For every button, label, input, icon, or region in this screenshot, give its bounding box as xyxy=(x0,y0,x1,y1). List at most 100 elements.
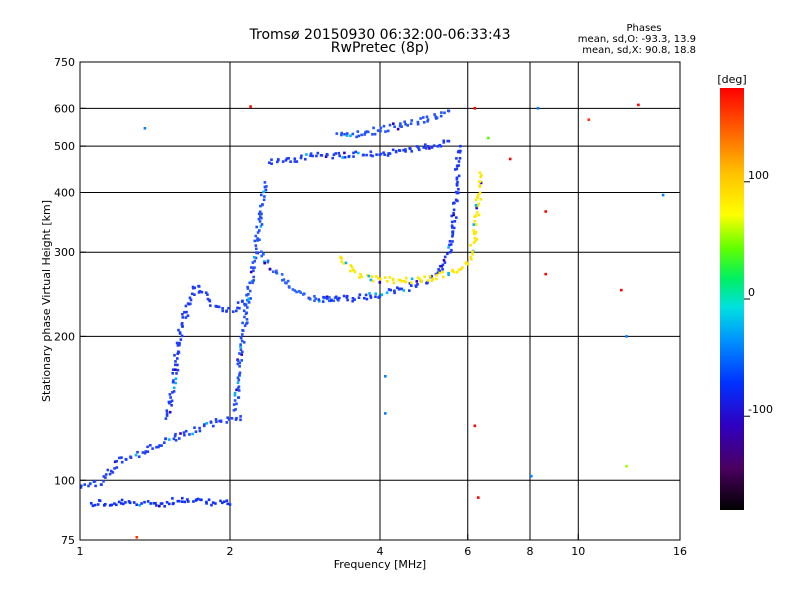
scatter-point xyxy=(637,103,640,107)
trace-point xyxy=(259,215,262,218)
trace-point xyxy=(260,193,263,197)
trace-point xyxy=(245,293,249,297)
trace-point xyxy=(479,198,483,201)
trace-point xyxy=(448,240,452,243)
trace-point xyxy=(205,422,209,425)
trace-point xyxy=(225,421,229,424)
trace-point xyxy=(474,239,477,243)
trace-point xyxy=(369,294,372,298)
trace-point xyxy=(470,257,473,261)
trace-point xyxy=(187,500,190,503)
colorbar-label: [deg] xyxy=(717,73,746,86)
trace-point xyxy=(172,386,176,390)
trace-point xyxy=(169,396,172,399)
trace-point xyxy=(433,113,436,116)
trace-point xyxy=(439,144,443,148)
trace-point xyxy=(443,261,447,264)
trace-point xyxy=(215,420,218,424)
trace-point xyxy=(357,151,360,155)
trace-point xyxy=(451,230,455,233)
trace-point xyxy=(472,241,476,244)
trace-point xyxy=(219,499,222,503)
trace-point xyxy=(459,149,462,153)
trace-point xyxy=(258,229,261,232)
trace-point xyxy=(227,418,231,421)
trace-point xyxy=(262,253,265,256)
trace-point xyxy=(477,202,480,205)
trace-point xyxy=(90,502,93,505)
trace-point xyxy=(258,210,262,214)
trace-point xyxy=(473,215,476,218)
trace-point xyxy=(246,321,249,324)
trace-point xyxy=(206,293,209,296)
trace-point xyxy=(198,426,201,430)
trace-point xyxy=(386,279,389,283)
trace-point xyxy=(451,240,454,243)
trace-point xyxy=(474,198,478,201)
x-tick-label: 2 xyxy=(227,545,234,558)
trace-point xyxy=(120,456,123,459)
y-tick-label: 600 xyxy=(54,102,75,115)
trace-point xyxy=(164,437,168,440)
trace-point xyxy=(428,147,431,150)
trace-point xyxy=(363,133,366,136)
trace-point xyxy=(191,285,195,289)
trace-point xyxy=(402,279,406,283)
trace-point xyxy=(249,270,253,274)
trace-point xyxy=(238,371,242,375)
trace-point xyxy=(476,204,480,208)
trace-point xyxy=(275,271,279,275)
trace-point xyxy=(332,153,336,156)
trace-point xyxy=(232,403,236,406)
trace-point xyxy=(219,419,223,423)
trace-point xyxy=(128,501,132,504)
trace-point xyxy=(452,270,456,274)
trace-point xyxy=(287,157,290,160)
trace-point xyxy=(223,500,226,503)
trace-point xyxy=(253,266,256,269)
trace-point xyxy=(410,150,413,153)
trace-point xyxy=(239,343,242,346)
y-tick-label: 200 xyxy=(54,330,75,343)
trace-point xyxy=(221,307,224,310)
trace-point xyxy=(334,152,337,155)
trace-point xyxy=(170,404,173,407)
trace-point xyxy=(252,275,255,279)
trace-point xyxy=(109,503,113,507)
trace-point xyxy=(221,309,224,313)
trace-point xyxy=(258,220,262,223)
trace-point xyxy=(396,286,399,289)
trace-point xyxy=(263,195,266,198)
trace-point xyxy=(423,275,426,279)
trace-point xyxy=(383,153,386,156)
trace-point xyxy=(115,459,118,463)
trace-point xyxy=(193,426,196,429)
trace-point xyxy=(465,261,468,264)
trace-point xyxy=(343,133,346,136)
trace-point xyxy=(335,132,339,135)
trace-point xyxy=(243,324,247,327)
trace-point xyxy=(474,204,478,207)
trace-point xyxy=(235,416,238,420)
trace-point xyxy=(194,430,198,433)
trace-point xyxy=(200,290,204,294)
trace-point xyxy=(243,315,246,319)
trace-point xyxy=(288,286,291,289)
trace-point xyxy=(249,297,252,300)
trace-point xyxy=(98,499,101,502)
trace-point xyxy=(293,160,297,163)
trace-point xyxy=(425,115,429,119)
trace-point xyxy=(378,295,382,298)
trace-point xyxy=(328,296,331,299)
trace-point xyxy=(129,455,132,459)
trace-point xyxy=(432,144,436,147)
trace-point xyxy=(478,171,482,174)
trace-point xyxy=(423,121,426,124)
trace-point xyxy=(392,122,395,125)
trace-point xyxy=(352,151,355,155)
trace-point xyxy=(280,273,284,276)
trace-point xyxy=(122,502,125,506)
trace-point xyxy=(453,201,456,205)
trace-point xyxy=(404,280,408,284)
trace-point xyxy=(215,305,219,308)
